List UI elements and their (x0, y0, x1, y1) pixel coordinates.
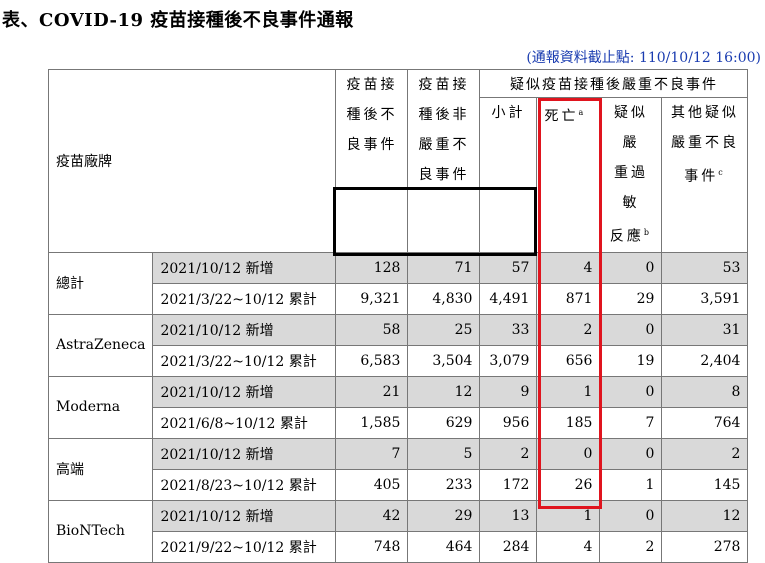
table-row: Moderna 2021/10/12 新增 21 12 9 1 0 8 (47, 375, 749, 439)
value-cell: 9,321 (335, 282, 409, 315)
value-cell: 2 (536, 313, 601, 346)
header-anaphylaxis: 疑似嚴 重過敏 反應b (599, 97, 663, 253)
period-cell: 2021/10/12 新增 (152, 375, 337, 408)
value-cell: 629 (407, 406, 481, 439)
value-cell: 4 (536, 251, 601, 284)
value-cell: 3,079 (479, 344, 538, 377)
value-cell: 13 (479, 499, 538, 532)
header-death: 死亡a (536, 97, 601, 253)
value-cell: 464 (407, 530, 481, 563)
table-row: BioNTech 2021/10/12 新增 42 29 13 1 0 12 (47, 499, 749, 563)
value-cell: 21 (335, 375, 409, 408)
brand-cell: 高端 (47, 437, 154, 501)
value-cell: 764 (661, 406, 749, 439)
table-row: 高端 2021/10/12 新增 7 5 2 0 0 2 (47, 437, 749, 501)
value-cell: 29 (599, 282, 663, 315)
value-cell: 19 (599, 344, 663, 377)
period-cell: 2021/10/12 新增 (152, 437, 337, 470)
value-cell: 956 (479, 406, 538, 439)
value-cell: 2 (599, 530, 663, 563)
value-cell: 278 (661, 530, 749, 563)
period-cell: 2021/10/12 新增 (152, 313, 337, 346)
table-row: 2021/9/22~10/12 累計 748 464 284 4 2 278 (49, 530, 749, 563)
value-cell: 12 (661, 499, 749, 532)
value-cell: 2 (479, 437, 538, 470)
value-cell: 7 (599, 406, 663, 439)
value-cell: 12 (407, 375, 481, 408)
value-cell: 29 (407, 499, 481, 532)
value-cell: 233 (407, 468, 481, 501)
brand-cell: 總計 (47, 251, 154, 315)
value-cell: 4,830 (407, 282, 481, 315)
period-cell: 2021/10/12 新增 (152, 251, 337, 284)
value-cell: 0 (599, 313, 663, 346)
header-non-serious: 疫苗接 種後非 嚴重不 良事件 (407, 69, 481, 253)
table-body: 總計 2021/10/12 新增 128 71 57 4 0 53 2021/3/22~10/1… (47, 251, 749, 563)
period-cell: 2021/6/8~10/12 累計 (152, 406, 337, 439)
value-cell: 1 (599, 468, 663, 501)
value-cell: 6,583 (335, 344, 409, 377)
brand-cell: Moderna (47, 375, 154, 439)
value-cell: 31 (661, 313, 749, 346)
value-cell: 871 (536, 282, 601, 315)
table-row: 2021/6/8~10/12 累計 1,585 629 956 185 7 764 (49, 406, 749, 439)
value-cell: 71 (407, 251, 481, 284)
value-cell: 128 (335, 251, 409, 284)
value-cell: 2 (661, 437, 749, 470)
value-cell: 0 (599, 437, 663, 470)
value-cell: 0 (599, 375, 663, 408)
value-cell: 0 (536, 437, 601, 470)
table-row: AstraZeneca 2021/10/12 新增 58 25 33 2 0 31 (47, 313, 749, 377)
brand-cell: AstraZeneca (47, 313, 154, 377)
value-cell: 7 (335, 437, 409, 470)
value-cell: 405 (335, 468, 409, 501)
period-cell: 2021/10/12 新增 (152, 499, 337, 532)
value-cell: 1,585 (335, 406, 409, 439)
period-cell: 2021/3/22~10/12 累計 (152, 282, 337, 315)
header-subtotal: 小計 (479, 97, 538, 253)
value-cell: 57 (479, 251, 538, 284)
value-cell: 0 (599, 499, 663, 532)
brand-cell: BioNTech (47, 499, 154, 563)
value-cell: 25 (407, 313, 481, 346)
value-cell: 172 (479, 468, 538, 501)
value-cell: 748 (335, 530, 409, 563)
value-cell: 4 (536, 530, 601, 563)
page-title: 表、COVID-19 疫苗接種後不良事件通報 (2, 10, 354, 31)
value-cell: 4,491 (479, 282, 538, 315)
value-cell: 42 (335, 499, 409, 532)
period-cell: 2021/9/22~10/12 累計 (152, 530, 337, 563)
period-cell: 2021/8/23~10/12 累計 (152, 468, 337, 501)
table-row: 總計 2021/10/12 新增 128 71 57 4 0 53 (47, 251, 749, 315)
table-row: 2021/8/23~10/12 累計 405 233 172 26 1 145 (49, 468, 749, 501)
value-cell: 5 (407, 437, 481, 470)
table-row: 2021/3/22~10/12 累計 9,321 4,830 4,491 871 29 3,… (49, 282, 749, 315)
value-cell: 3,504 (407, 344, 481, 377)
value-cell: 8 (661, 375, 749, 408)
value-cell: 656 (536, 344, 601, 377)
value-cell: 1 (536, 499, 601, 532)
header-serious-group: 疑似疫苗接種後嚴重不良事件 (479, 69, 749, 98)
header-brand: 疫苗廠牌 (47, 69, 337, 253)
value-cell: 33 (479, 313, 538, 346)
data-cutoff-note: (通報資料截止點: 110/10/12 16:00) (526, 50, 761, 66)
value-cell: 9 (479, 375, 538, 408)
table-row: 2021/3/22~10/12 累計 6,583 3,504 3,079 656 19 2,… (49, 344, 749, 377)
value-cell: 0 (599, 251, 663, 284)
adverse-events-table: 疫苗廠牌 疫苗接 種後不 良事件 疫苗接 種後非 嚴重不 良事件 疑似疫苗接種後嚴重不良事… (47, 69, 749, 563)
value-cell: 145 (661, 468, 749, 501)
value-cell: 185 (536, 406, 601, 439)
value-cell: 58 (335, 313, 409, 346)
period-cell: 2021/3/22~10/12 累計 (152, 344, 337, 377)
header-other-serious: 其他疑似 嚴重不良 事件c (661, 97, 749, 253)
value-cell: 284 (479, 530, 538, 563)
value-cell: 26 (536, 468, 601, 501)
header-adverse-events: 疫苗接 種後不 良事件 (335, 69, 409, 253)
value-cell: 53 (661, 251, 749, 284)
value-cell: 3,591 (661, 282, 749, 315)
value-cell: 1 (536, 375, 601, 408)
value-cell: 2,404 (661, 344, 749, 377)
